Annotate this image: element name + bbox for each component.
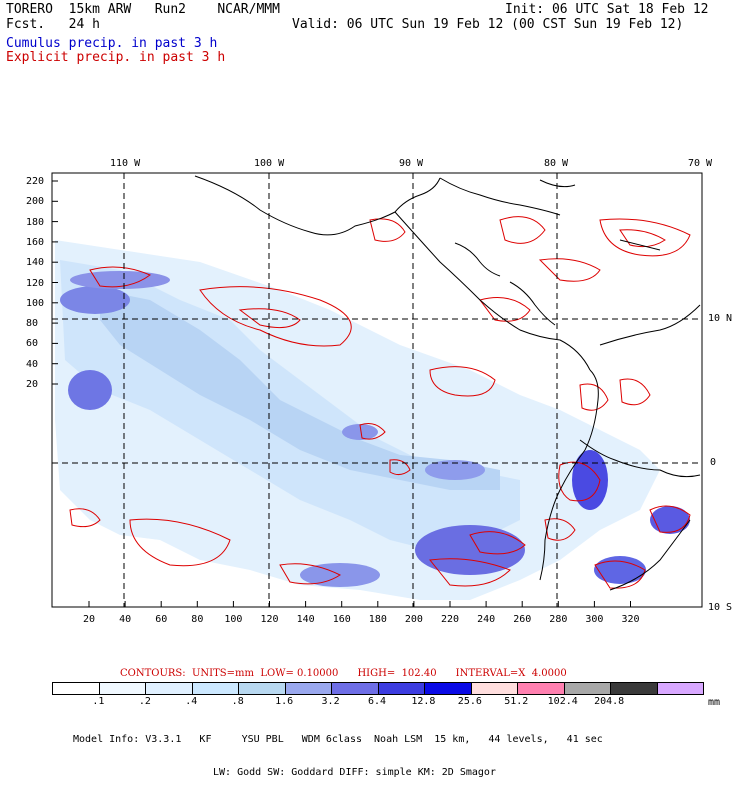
y-tick-label: 220 xyxy=(26,176,45,187)
colorbar-swatch xyxy=(471,683,518,694)
colorbar-label: 102.4 xyxy=(547,696,578,707)
y-tick-label: 160 xyxy=(26,236,45,248)
lat-label-10s: 10 S xyxy=(708,602,733,613)
colorbar-label: 3.2 xyxy=(321,696,340,707)
precip-core-7 xyxy=(594,556,646,584)
colorbar-swatch xyxy=(332,683,379,694)
x-tick-label: 80 xyxy=(191,614,204,625)
lat-label-0: 0 xyxy=(710,457,717,468)
colorbar-label: 51.2 xyxy=(504,696,529,707)
colorbar-swatch xyxy=(192,683,239,694)
x-tick-label: 100 xyxy=(224,614,243,625)
x-tick-label: 40 xyxy=(119,614,132,625)
precip-core-6 xyxy=(650,506,690,534)
colorbar-swatch xyxy=(378,683,425,694)
colorbar-swatch xyxy=(146,683,193,694)
precip-core-1 xyxy=(60,286,130,314)
lon-label-90w: 90 W xyxy=(399,158,424,169)
title-left: TORERO 15km ARW Run2 NCAR/MMM xyxy=(6,2,280,17)
x-tick-label: 180 xyxy=(368,614,387,625)
x-tick-label: 240 xyxy=(477,614,496,625)
y-tick-label: 80 xyxy=(26,318,39,330)
colorbar-label: 204.8 xyxy=(594,696,625,707)
precip-core-5 xyxy=(572,450,608,510)
colorbar-swatch xyxy=(53,683,100,694)
x-tick-label: 220 xyxy=(441,614,460,625)
lon-label-80w: 80 W xyxy=(544,158,569,169)
model-info: Model Info: V3.3.1 KF YSU PBL WDM 6class… xyxy=(73,712,603,789)
x-tick-label: 200 xyxy=(404,614,423,625)
init-time: Init: 06 UTC Sat 18 Feb 12 xyxy=(505,2,709,17)
explicit-legend-line: Explicit precip. in past 3 h xyxy=(6,50,226,65)
y-tick-label: 40 xyxy=(26,358,39,370)
lon-label-100w: 100 W xyxy=(254,158,285,169)
x-tick-label: 260 xyxy=(513,614,532,625)
precip-core-3 xyxy=(415,525,525,575)
y-tick-label: 60 xyxy=(26,338,39,350)
x-tick-label: 320 xyxy=(621,614,640,625)
precip-field xyxy=(52,173,702,607)
colorbar-label: .4 xyxy=(185,696,198,707)
contours-info: CONTOURS: UNITS=mm LOW= 0.10000 HIGH= 10… xyxy=(120,668,567,679)
x-tick-label: 120 xyxy=(260,614,279,625)
colorbar-swatch xyxy=(285,683,332,694)
colorbar-label: 25.6 xyxy=(457,696,482,707)
colorbar xyxy=(52,682,704,695)
lat-label-10n: 10 N xyxy=(708,313,733,324)
colorbar-label: 1.6 xyxy=(275,696,294,707)
colorbar-swatch xyxy=(239,683,286,694)
colorbar-label: .2 xyxy=(138,696,151,707)
lon-label-70w: 70 W xyxy=(688,158,713,169)
cumulus-precip-band xyxy=(100,290,500,490)
precip-core-10 xyxy=(342,424,378,440)
colorbar-swatch xyxy=(657,683,703,694)
x-tick-label: 160 xyxy=(332,614,351,625)
precip-core-8 xyxy=(425,460,485,480)
colorbar-label: 6.4 xyxy=(367,696,387,707)
cumulus-legend-line: Cumulus precip. in past 3 h xyxy=(6,36,218,51)
lon-label-110w: 110 W xyxy=(110,158,141,169)
forecast-hours: Fcst. 24 h xyxy=(6,17,100,32)
axis-ticks xyxy=(52,180,631,607)
y-tick-label: 20 xyxy=(26,379,39,390)
y-tick-label: 200 xyxy=(26,196,45,208)
colorbar-label: .1 xyxy=(92,696,105,707)
y-tick-label: 100 xyxy=(26,297,45,309)
x-tick-label: 60 xyxy=(155,614,168,625)
colorbar-swatch xyxy=(99,683,146,694)
x-tick-label: 20 xyxy=(83,614,96,625)
y-tick-label: 120 xyxy=(26,277,45,289)
colorbar-unit: mm xyxy=(708,697,721,708)
x-tick-label: 300 xyxy=(585,614,604,625)
precip-core-2 xyxy=(68,370,112,410)
coastlines xyxy=(194,175,701,591)
colorbar-swatch xyxy=(518,683,565,694)
colorbar-swatch xyxy=(564,683,611,694)
colorbar-swatch xyxy=(425,683,472,694)
colorbar-labels: .1 .2 .4 .8 1.6 3.2 6.4 12.8 25.6 51.2 102.4 204.8 xyxy=(52,696,702,708)
colorbar-label: .8 xyxy=(231,696,244,707)
x-tick-label: 140 xyxy=(296,614,315,625)
y-tick-label: 180 xyxy=(26,216,45,228)
colorbar-swatch xyxy=(611,683,658,694)
precip-core-9 xyxy=(70,271,170,289)
precip-map xyxy=(51,172,703,608)
valid-time: Valid: 06 UTC Sun 19 Feb 12 (00 CST Sun … xyxy=(292,17,684,32)
map-frame xyxy=(51,172,703,608)
y-tick-label: 140 xyxy=(26,257,45,269)
lat-lon-grid xyxy=(52,173,702,607)
model-info-line2: LW: Godd SW: Goddard DIFF: simple KM: 2D… xyxy=(213,767,496,778)
explicit-precip-contours xyxy=(69,216,691,589)
colorbar-label: 12.8 xyxy=(411,696,436,707)
x-tick-label: 280 xyxy=(549,614,568,625)
